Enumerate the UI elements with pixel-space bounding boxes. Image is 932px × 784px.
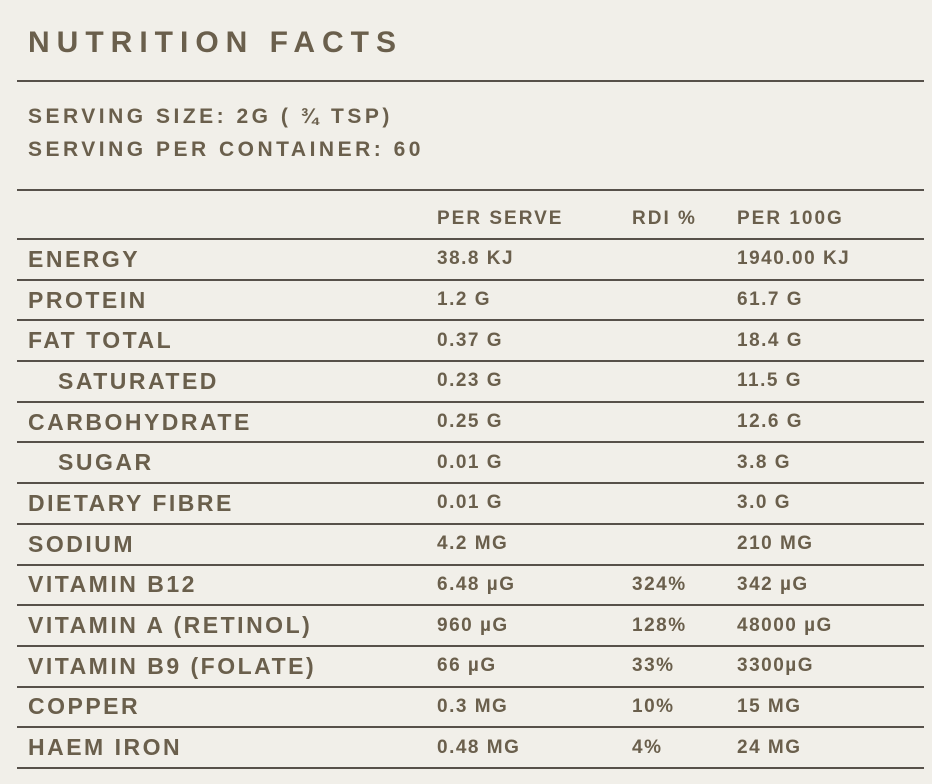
serving-divider bbox=[17, 189, 924, 191]
per-100g-value: 11.5 G bbox=[737, 370, 802, 392]
row-label: DIETARY FIBRE bbox=[28, 489, 234, 516]
nutrition-table: PER SERVE RDI % PER 100G ENERGY 38.8 KJ … bbox=[17, 191, 924, 769]
per-100g-value: 12.6 G bbox=[737, 411, 804, 433]
per-100g-value: 24 MG bbox=[737, 736, 802, 758]
column-header-per-100g: PER 100G bbox=[737, 208, 844, 229]
rdi-value: 128% bbox=[632, 614, 687, 636]
per-serve-value: 0.37 G bbox=[437, 329, 504, 351]
per-serve-value: 0.3 MG bbox=[437, 695, 509, 717]
table-row: PROTEIN 1.2 G 61.7 G bbox=[17, 281, 924, 322]
table-row: VITAMIN A (RETINOL) 960 µG 128% 48000 µG bbox=[17, 606, 924, 647]
per-serve-value: 38.8 KJ bbox=[437, 248, 515, 270]
row-label: HAEM IRON bbox=[28, 734, 183, 761]
table-row: FAT TOTAL 0.37 G 18.4 G bbox=[17, 321, 924, 363]
per-100g-value: 61.7 G bbox=[737, 289, 804, 311]
per-serve-value: 4.2 MG bbox=[437, 533, 509, 555]
serving-size-text: SERVING SIZE: 2G ( ¾ TSP) bbox=[28, 105, 393, 128]
table-row: ENERGY 38.8 KJ 1940.00 KJ bbox=[17, 240, 924, 281]
serving-per-container-text: SERVING PER CONTAINER: 60 bbox=[28, 138, 424, 161]
column-header-rdi-percent: RDI % bbox=[632, 208, 697, 229]
per-100g-value: 48000 µG bbox=[737, 614, 833, 636]
row-label: CARBOHYDRATE bbox=[28, 408, 252, 435]
row-label: FAT TOTAL bbox=[28, 327, 174, 354]
title-divider bbox=[17, 80, 924, 82]
table-row: SUGAR 0.01 G 3.8 G bbox=[17, 443, 924, 485]
per-serve-value: 0.01 G bbox=[437, 451, 504, 473]
table-row: SODIUM 4.2 MG 210 MG bbox=[17, 525, 924, 566]
row-label: SODIUM bbox=[28, 530, 135, 557]
table-row: VITAMIN B12 6.48 µG 324% 342 µG bbox=[17, 566, 924, 607]
table-row: DIETARY FIBRE 0.01 G 3.0 G bbox=[17, 484, 924, 525]
row-label: VITAMIN B9 (FOLATE) bbox=[28, 652, 317, 679]
row-label: PROTEIN bbox=[28, 286, 148, 313]
per-serve-value: 0.25 G bbox=[437, 411, 504, 433]
column-header-per-serve: PER SERVE bbox=[437, 208, 564, 229]
row-label: SATURATED bbox=[58, 367, 219, 394]
per-100g-value: 342 µG bbox=[737, 573, 809, 595]
rdi-value: 10% bbox=[632, 695, 675, 717]
per-100g-value: 15 MG bbox=[737, 695, 802, 717]
per-100g-value: 18.4 G bbox=[737, 329, 804, 351]
table-row: COPPER 0.3 MG 10% 15 MG bbox=[17, 688, 924, 729]
table-row: HAEM IRON 0.48 MG 4% 24 MG bbox=[17, 728, 924, 769]
per-100g-value: 3.0 G bbox=[737, 492, 791, 514]
table-header-row: PER SERVE RDI % PER 100G bbox=[17, 191, 924, 240]
table-row: SATURATED 0.23 G 11.5 G bbox=[17, 362, 924, 403]
per-serve-value: 960 µG bbox=[437, 614, 509, 636]
per-100g-value: 3300µG bbox=[737, 655, 814, 677]
per-serve-value: 1.2 G bbox=[437, 289, 491, 311]
row-label: ENERGY bbox=[28, 245, 141, 272]
per-serve-value: 66 µG bbox=[437, 655, 497, 677]
table-row: CARBOHYDRATE 0.25 G 12.6 G bbox=[17, 403, 924, 444]
row-label: SUGAR bbox=[58, 449, 154, 476]
nutrition-label: NUTRITION FACTS SERVING SIZE: 2G ( ¾ TSP… bbox=[17, 0, 924, 769]
rdi-value: 4% bbox=[632, 736, 663, 758]
per-serve-value: 0.48 MG bbox=[437, 736, 521, 758]
rdi-value: 33% bbox=[632, 655, 675, 677]
per-100g-value: 210 MG bbox=[737, 533, 814, 555]
row-label: VITAMIN B12 bbox=[28, 571, 197, 598]
row-label: COPPER bbox=[28, 693, 141, 720]
row-label: VITAMIN A (RETINOL) bbox=[28, 612, 313, 639]
table-row: VITAMIN B9 (FOLATE) 66 µG 33% 3300µG bbox=[17, 647, 924, 688]
rdi-value: 324% bbox=[632, 573, 687, 595]
nutrition-table-body: ENERGY 38.8 KJ 1940.00 KJ PROTEIN 1.2 G … bbox=[17, 240, 924, 769]
per-serve-value: 0.01 G bbox=[437, 492, 504, 514]
page-title: NUTRITION FACTS bbox=[28, 26, 403, 59]
serving-info: SERVING SIZE: 2G ( ¾ TSP) SERVING PER CO… bbox=[17, 82, 924, 166]
per-serve-value: 6.48 µG bbox=[437, 573, 516, 595]
per-100g-value: 1940.00 KJ bbox=[737, 248, 851, 270]
per-100g-value: 3.8 G bbox=[737, 451, 791, 473]
per-serve-value: 0.23 G bbox=[437, 370, 504, 392]
